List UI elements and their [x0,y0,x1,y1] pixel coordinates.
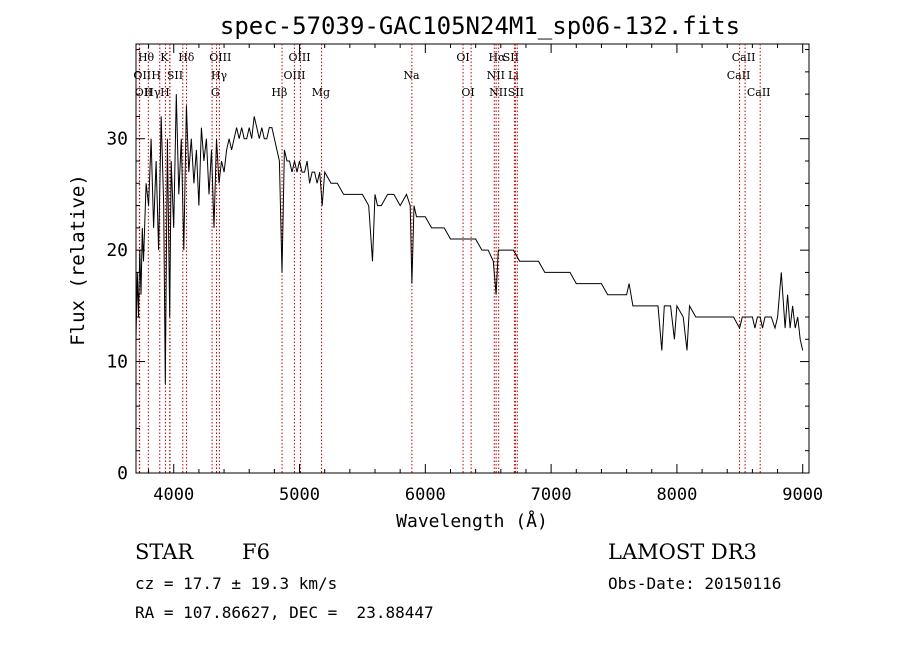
survey-label: LAMOST DR3 [608,540,757,564]
object-class-label: STAR [135,540,194,564]
spectral-line-label: SII [167,69,183,82]
y-tick-label: 0 [117,463,128,484]
plot-frame [135,43,810,474]
y-tick-label: 30 [106,129,128,150]
x-tick-label: 7000 [531,485,572,505]
y-axis-label: Flux (relative) [67,174,89,346]
spectral-line-label: G [211,86,220,99]
spectral-line-label: OI [456,51,469,64]
y-axis-ticks: 0 10 20 30 [106,49,809,484]
spectral-line-label: NII [489,86,507,99]
flux-series-line [135,94,804,384]
spectral-line-label: Li [508,69,519,82]
spectral-line-label: H [160,86,170,99]
chart-title: spec-57039-GAC105N24M1_sp06-132.fits [220,12,740,40]
x-tick-label: 4000 [153,485,194,505]
spectral-line-label: OIII [283,69,305,82]
spectral-line-label: Hα [489,51,507,64]
spectral-line-label: OI [461,86,474,99]
spectral-line-label: OIII [209,51,231,64]
spectral-line-label: SII [508,86,524,99]
x-tick-label: 5000 [279,485,320,505]
spectral-line-label: H [151,69,161,82]
spectral-line-label: CaII [732,51,756,64]
spectral-line-label: CaII [747,86,771,99]
line-markers [138,44,761,473]
spectral-line-label: CaII [727,69,751,82]
spectral-line-label: OII [135,86,153,99]
x-axis-label: Wavelength (Å) [396,510,548,532]
spectral-line-label: Hθ [138,51,155,64]
spectral-line-label: Mg [312,86,330,99]
obs-date-readout: Obs-Date: 20150116 [608,574,782,593]
spectral-line-label: Hβ [271,86,287,99]
x-tick-label: 9000 [782,485,823,505]
y-tick-label: 10 [106,352,128,373]
spectral-line-label: Hγ [144,86,161,99]
spectral-line-label: OIII [289,51,311,64]
coordinates-readout: RA = 107.86627, DEC = 23.88447 [135,603,434,622]
x-axis-ticks: 4000 5000 6000 7000 8000 9000 [148,44,823,505]
x-tick-label: 8000 [656,485,697,505]
spectral-line-label: NII [487,69,505,82]
spectral-line-label: Hδ [178,51,195,64]
x-tick-label: 6000 [405,485,446,505]
spectral-line-label: Hγ [211,69,228,82]
spectral-line-label: K [160,51,169,64]
y-tick-label: 20 [106,240,128,261]
subclass-label: F6 [242,540,270,564]
spectral-line-label: OII [133,69,151,82]
spectral-line-label: SII [503,51,519,64]
spectral-line-label: Na [403,69,420,82]
velocity-readout: cz = 17.7 ± 19.3 km/s [135,574,338,593]
